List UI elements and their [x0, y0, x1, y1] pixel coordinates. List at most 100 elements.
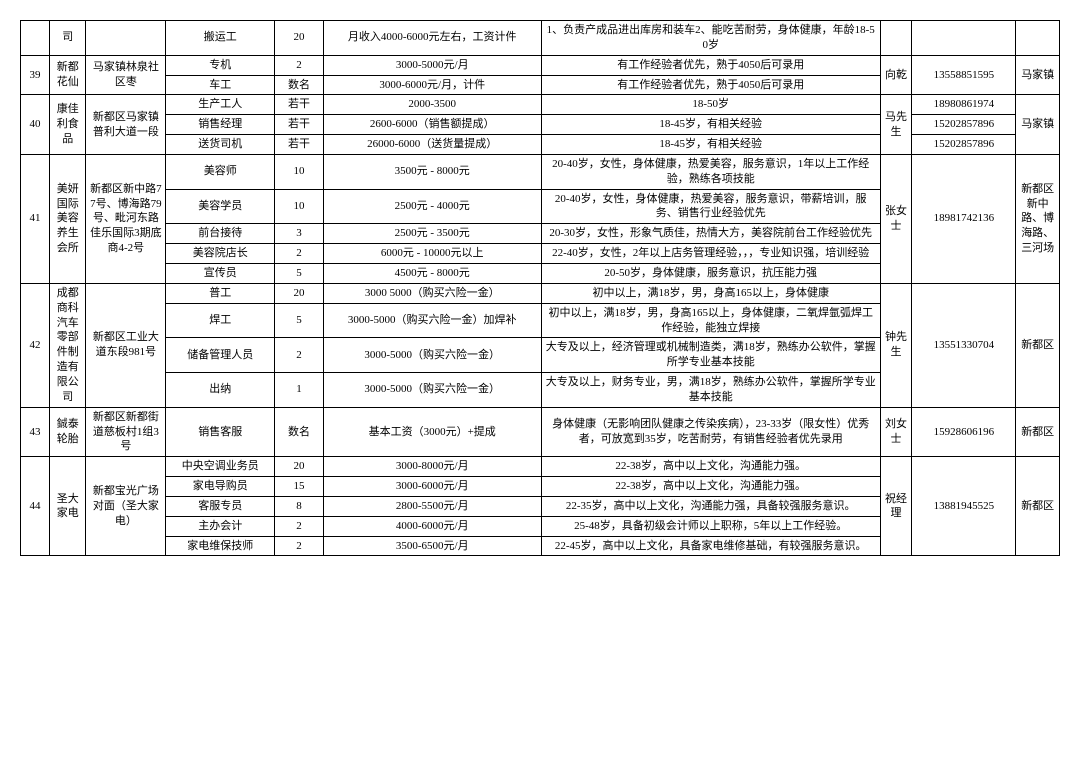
- cell-requirements: 22-38岁，高中以上文化，沟通能力强。: [541, 457, 880, 477]
- cell-requirements: 18-50岁: [541, 95, 880, 115]
- cell-count: 2: [275, 55, 323, 75]
- cell-index: 44: [21, 457, 50, 556]
- table-row: 40康佳利食品新都区马家镇普利大道一段生产工人若干2000-350018-50岁…: [21, 95, 1060, 115]
- cell-requirements: 25-48岁，具备初级会计师以上职称，5年以上工作经验。: [541, 516, 880, 536]
- cell-salary: 基本工资（3000元）+提成: [323, 407, 541, 457]
- cell-role: 专机: [166, 55, 275, 75]
- cell-requirements: 22-35岁，高中以上文化，沟通能力强，具备较强服务意识。: [541, 496, 880, 516]
- cell-index: 41: [21, 154, 50, 283]
- cell-contact: 祝经理: [880, 457, 911, 556]
- cell-phone: 15202857896: [912, 135, 1016, 155]
- cell-salary: 26000-6000（送货量提成）: [323, 135, 541, 155]
- cell-salary: 2800-5500元/月: [323, 496, 541, 516]
- cell-requirements: 20-50岁，身体健康，服务意识，抗压能力强: [541, 263, 880, 283]
- cell-contact: 向乾: [880, 55, 911, 95]
- cell-requirements: 20-40岁，女性，身体健康，热爱美容，服务意识，带薪培训，服务、销售行业经验优…: [541, 189, 880, 224]
- cell-company: 康佳利食品: [50, 95, 86, 155]
- cell-role: 美容学员: [166, 189, 275, 224]
- cell-requirements: 22-40岁，女性，2年以上店务管理经验，，，专业知识强，培训经验: [541, 244, 880, 264]
- cell-requirements: 18-45岁，有相关经验: [541, 135, 880, 155]
- cell-requirements: 有工作经验者优先，熟于4050后可录用: [541, 75, 880, 95]
- cell-address: 新都区工业大道东段981号: [86, 283, 166, 407]
- cell-phone: 18981742136: [912, 154, 1016, 283]
- cell-address: [86, 21, 166, 56]
- cell-location: 马家镇: [1016, 55, 1060, 95]
- cell-phone: 13881945525: [912, 457, 1016, 556]
- cell-company: 新都花仙: [50, 55, 86, 95]
- cell-role: 搬运工: [166, 21, 275, 56]
- table-row: 41美妍国际美容养生会所新都区新中路77号、博海路79号、毗河东路佳乐国际3期底…: [21, 154, 1060, 189]
- cell-role: 家电导购员: [166, 477, 275, 497]
- cell-index: 40: [21, 95, 50, 155]
- cell-company: 鋮泰轮胎: [50, 407, 86, 457]
- cell-location: 新都区: [1016, 283, 1060, 407]
- cell-role: 美容院店长: [166, 244, 275, 264]
- cell-contact: 钟先生: [880, 283, 911, 407]
- cell-salary: 3000-5000（购买六险一金）: [323, 338, 541, 373]
- cell-location: 新都区: [1016, 457, 1060, 556]
- cell-count: 2: [275, 338, 323, 373]
- cell-phone: 18980861974: [912, 95, 1016, 115]
- cell-salary: 6000元 - 10000元以上: [323, 244, 541, 264]
- cell-company: 成都商科汽车零部件制造有限公司: [50, 283, 86, 407]
- cell-requirements: 22-38岁，高中以上文化，沟通能力强。: [541, 477, 880, 497]
- cell-company: 司: [50, 21, 86, 56]
- cell-address: 新都宝光广场对面（圣大家电）: [86, 457, 166, 556]
- cell-contact: 刘女士: [880, 407, 911, 457]
- cell-count: 3: [275, 224, 323, 244]
- cell-address: 新都区马家镇普利大道一段: [86, 95, 166, 155]
- cell-address: 马家镇林泉社区枣: [86, 55, 166, 95]
- cell-salary: 3000-5000（购买六险一金）加焊补: [323, 303, 541, 338]
- cell-requirements: 大专及以上，经济管理或机械制造类，满18岁，熟练办公软件，掌握所学专业基本技能: [541, 338, 880, 373]
- cell-requirements: 1、负责产成品进出库房和装车2、能吃苦耐劳，身体健康，年龄18-50岁: [541, 21, 880, 56]
- cell-role: 客服专员: [166, 496, 275, 516]
- cell-company: 美妍国际美容养生会所: [50, 154, 86, 283]
- table-row: 42成都商科汽车零部件制造有限公司新都区工业大道东段981号普工203000 5…: [21, 283, 1060, 303]
- cell-role: 焊工: [166, 303, 275, 338]
- cell-phone: 15202857896: [912, 115, 1016, 135]
- cell-count: 若干: [275, 95, 323, 115]
- cell-salary: 2000-3500: [323, 95, 541, 115]
- cell-salary: 4000-6000元/月: [323, 516, 541, 536]
- cell-count: 2: [275, 244, 323, 264]
- cell-role: 家电维保技师: [166, 536, 275, 556]
- cell-role: 中央空调业务员: [166, 457, 275, 477]
- cell-role: 普工: [166, 283, 275, 303]
- cell-phone: 13558851595: [912, 55, 1016, 95]
- recruitment-table: 司搬运工20月收入4000-6000元左右，工资计件1、负责产成品进出库房和装车…: [20, 20, 1060, 556]
- cell-role: 美容师: [166, 154, 275, 189]
- cell-phone: [912, 21, 1016, 56]
- cell-requirements: 初中以上，满18岁，男，身高165以上，身体健康，二氧焊氩弧焊工作经验，能独立焊…: [541, 303, 880, 338]
- cell-location: 新都区: [1016, 407, 1060, 457]
- cell-role: 储备管理人员: [166, 338, 275, 373]
- cell-index: 43: [21, 407, 50, 457]
- cell-location: 马家镇: [1016, 95, 1060, 155]
- cell-role: 销售经理: [166, 115, 275, 135]
- cell-address: 新都区新都街道慈板村1组3号: [86, 407, 166, 457]
- cell-count: 20: [275, 21, 323, 56]
- cell-role: 送货司机: [166, 135, 275, 155]
- cell-salary: 3000-6000元/月: [323, 477, 541, 497]
- cell-salary: 3000-6000元/月，计件: [323, 75, 541, 95]
- cell-salary: 月收入4000-6000元左右，工资计件: [323, 21, 541, 56]
- cell-salary: 3000-8000元/月: [323, 457, 541, 477]
- cell-count: 20: [275, 283, 323, 303]
- cell-role: 宣传员: [166, 263, 275, 283]
- cell-location: [1016, 21, 1060, 56]
- cell-requirements: 身体健康（无影响团队健康之传染疾病），23-33岁（限女性）优秀者，可放宽到35…: [541, 407, 880, 457]
- table-row: 39新都花仙马家镇林泉社区枣专机23000-5000元/月有工作经验者优先，熟于…: [21, 55, 1060, 75]
- cell-contact: 马先生: [880, 95, 911, 155]
- cell-count: 数名: [275, 75, 323, 95]
- cell-requirements: 20-40岁，女性，身体健康，热爱美容，服务意识，1年以上工作经验，熟练各项技能: [541, 154, 880, 189]
- cell-count: 5: [275, 263, 323, 283]
- cell-location: 新都区新中路、博海路、三河场: [1016, 154, 1060, 283]
- cell-count: 1: [275, 373, 323, 408]
- cell-requirements: 20-30岁，女性，形象气质佳，热情大方，美容院前台工作经验优先: [541, 224, 880, 244]
- cell-count: 10: [275, 189, 323, 224]
- cell-company: 圣大家电: [50, 457, 86, 556]
- cell-salary: 3500-6500元/月: [323, 536, 541, 556]
- cell-count: 15: [275, 477, 323, 497]
- cell-salary: 3500元 - 8000元: [323, 154, 541, 189]
- cell-count: 2: [275, 516, 323, 536]
- cell-count: 8: [275, 496, 323, 516]
